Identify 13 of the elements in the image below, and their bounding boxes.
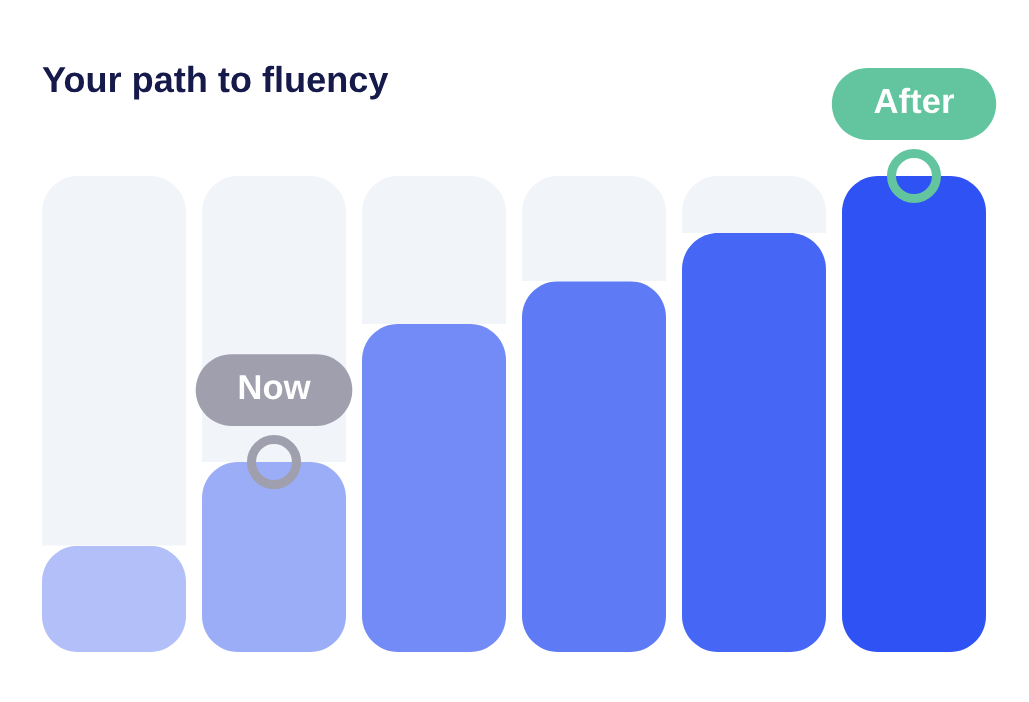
- bar: [362, 176, 506, 325]
- bar: [42, 176, 186, 546]
- annotation: After: [874, 87, 954, 114]
- bar: [522, 281, 666, 652]
- annotation: Now: [239, 375, 311, 400]
- bar: [682, 233, 826, 652]
- bar: [522, 176, 666, 282]
- bar: [362, 324, 506, 652]
- bar: [202, 462, 346, 652]
- bar: [842, 176, 986, 652]
- bar: [42, 545, 186, 652]
- chart-title: Your path to fluency: [42, 65, 389, 100]
- bar: [682, 176, 826, 234]
